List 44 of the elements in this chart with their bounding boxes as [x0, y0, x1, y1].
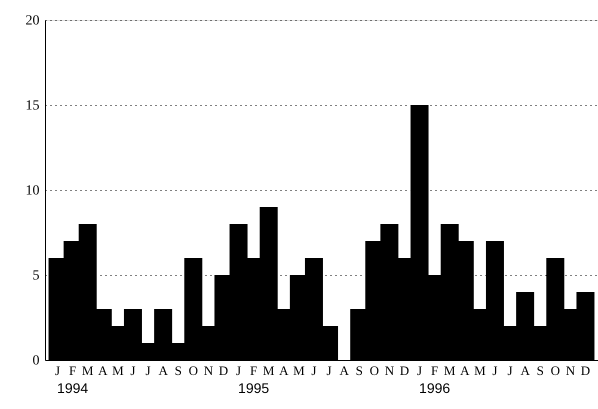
- x-tick-label: M: [82, 363, 94, 378]
- x-tick-label: F: [69, 363, 76, 378]
- x-tick-label: A: [279, 363, 290, 378]
- x-tick-label: S: [174, 363, 182, 378]
- x-tick-label: M: [262, 363, 275, 378]
- x-tick-label: O: [188, 363, 198, 378]
- x-tick-label: J: [236, 363, 242, 378]
- y-tick-label: 5: [32, 268, 40, 284]
- x-tick-label: O: [550, 363, 560, 378]
- x-tick-label: F: [431, 363, 438, 378]
- x-tick-label: N: [566, 363, 576, 378]
- text: 1995: [238, 380, 270, 396]
- x-tick-label: J: [130, 363, 136, 378]
- x-tick-label: J: [417, 363, 422, 378]
- x-tick-label: A: [520, 363, 530, 378]
- x-tick-label: A: [460, 363, 470, 378]
- x-tick-label: M: [444, 363, 456, 378]
- x-tick-label: J: [326, 363, 332, 378]
- x-tick-label: M: [293, 363, 306, 378]
- x-tick-label: D: [580, 363, 590, 378]
- x-tick-label: J: [146, 363, 151, 378]
- x-tick-label: M: [474, 363, 486, 378]
- text: 1996: [419, 380, 450, 396]
- y-tick-label: 10: [26, 184, 40, 198]
- x-tick-label: J: [492, 363, 498, 378]
- x-tick-label: N: [204, 363, 214, 378]
- x-tick-label: O: [370, 363, 379, 378]
- x-tick-label: D: [400, 363, 410, 378]
- text: 1994: [57, 380, 88, 396]
- y-tick-label: 0: [32, 354, 40, 368]
- x-tick-label: J: [55, 363, 60, 378]
- x-tick-label: A: [98, 363, 108, 378]
- x-tick-label: A: [158, 363, 168, 378]
- y-tick-label: 20: [26, 14, 40, 28]
- x-tick-label: F: [250, 363, 258, 378]
- x-tick-label: A: [339, 363, 350, 378]
- x-tick-label: M: [112, 363, 124, 378]
- x-tick-label: S: [536, 363, 544, 378]
- x-tick-label: J: [311, 363, 316, 378]
- x-tick-label: S: [356, 363, 363, 378]
- x-tick-label: N: [384, 363, 395, 378]
- y-tick-label: 15: [26, 98, 40, 114]
- x-tick-label: D: [218, 363, 228, 378]
- x-tick-label: J: [508, 363, 513, 378]
